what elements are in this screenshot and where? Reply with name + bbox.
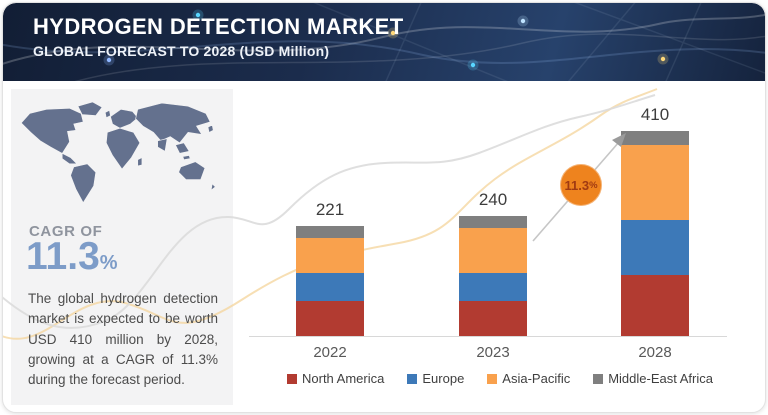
legend-item-north-america: North America	[287, 371, 384, 386]
page-title: HYDROGEN DETECTION MARKET	[33, 14, 404, 39]
cagr-number: 11.3	[26, 235, 100, 278]
cagr-badge-percent-sign: %	[589, 179, 598, 191]
segment-north-america-2023	[459, 301, 527, 336]
segment-asia-pacific-2028	[621, 145, 689, 220]
segment-north-america-2022	[296, 301, 364, 336]
market-description: The global hydrogen detection market is …	[28, 291, 218, 387]
legend-swatch-icon	[487, 373, 498, 384]
legend-swatch-icon	[407, 373, 418, 384]
segment-europe-2023	[459, 273, 527, 301]
legend-item-asia-pacific: Asia-Pacific	[487, 371, 570, 386]
segment-asia-pacific-2022	[296, 238, 364, 273]
legend-item-middle-east-africa: Middle-East Africa	[593, 371, 713, 386]
legend-label: North America	[302, 371, 385, 386]
segment-asia-pacific-2023	[459, 228, 527, 273]
category-label-2022: 2022	[313, 344, 347, 361]
bar-2028	[621, 131, 689, 336]
legend-swatch-icon	[287, 373, 297, 384]
page-subtitle: GLOBAL FORECAST TO 2028 (USD Million)	[33, 43, 330, 59]
network-decoration	[3, 3, 765, 81]
total-label-2028: 410	[640, 105, 670, 124]
chart-legend: North America Europe Asia-Pacific Middle-Ea…	[237, 371, 763, 386]
x-axis-line	[249, 336, 727, 337]
cagr-value: 11.3%	[26, 235, 118, 279]
legend-label: Europe	[422, 371, 465, 386]
segment-middle-east-africa-2028	[621, 131, 689, 145]
cagr-badge-value: 11.3	[564, 177, 590, 193]
segment-middle-east-africa-2022	[296, 225, 364, 238]
legend-label: Asia-Pacific	[502, 371, 571, 386]
legend-item-europe: Europe	[407, 371, 464, 386]
segment-europe-2028	[621, 220, 689, 275]
legend-swatch-icon	[593, 373, 604, 384]
header-banner: HYDROGEN DETECTION MARKET GLOBAL FORECAS…	[3, 3, 765, 81]
cagr-percent-sign: %	[99, 252, 118, 274]
segment-north-america-2028	[621, 275, 689, 336]
total-label-2022: 221	[315, 199, 345, 219]
cagr-badge: 11.3%	[560, 164, 602, 206]
segment-europe-2022	[296, 273, 364, 301]
segment-middle-east-africa-2023	[459, 216, 527, 228]
bar-2023	[459, 216, 527, 336]
bar-2022	[296, 225, 364, 336]
sidebar-text: CAGR OF 11.3% The global hydrogen detect…	[11, 89, 233, 405]
total-label-2023: 240	[478, 190, 508, 209]
category-label-2028: 2028	[638, 344, 672, 361]
legend-label: Middle-East Africa	[608, 371, 713, 386]
category-label-2023: 2023	[476, 344, 510, 361]
